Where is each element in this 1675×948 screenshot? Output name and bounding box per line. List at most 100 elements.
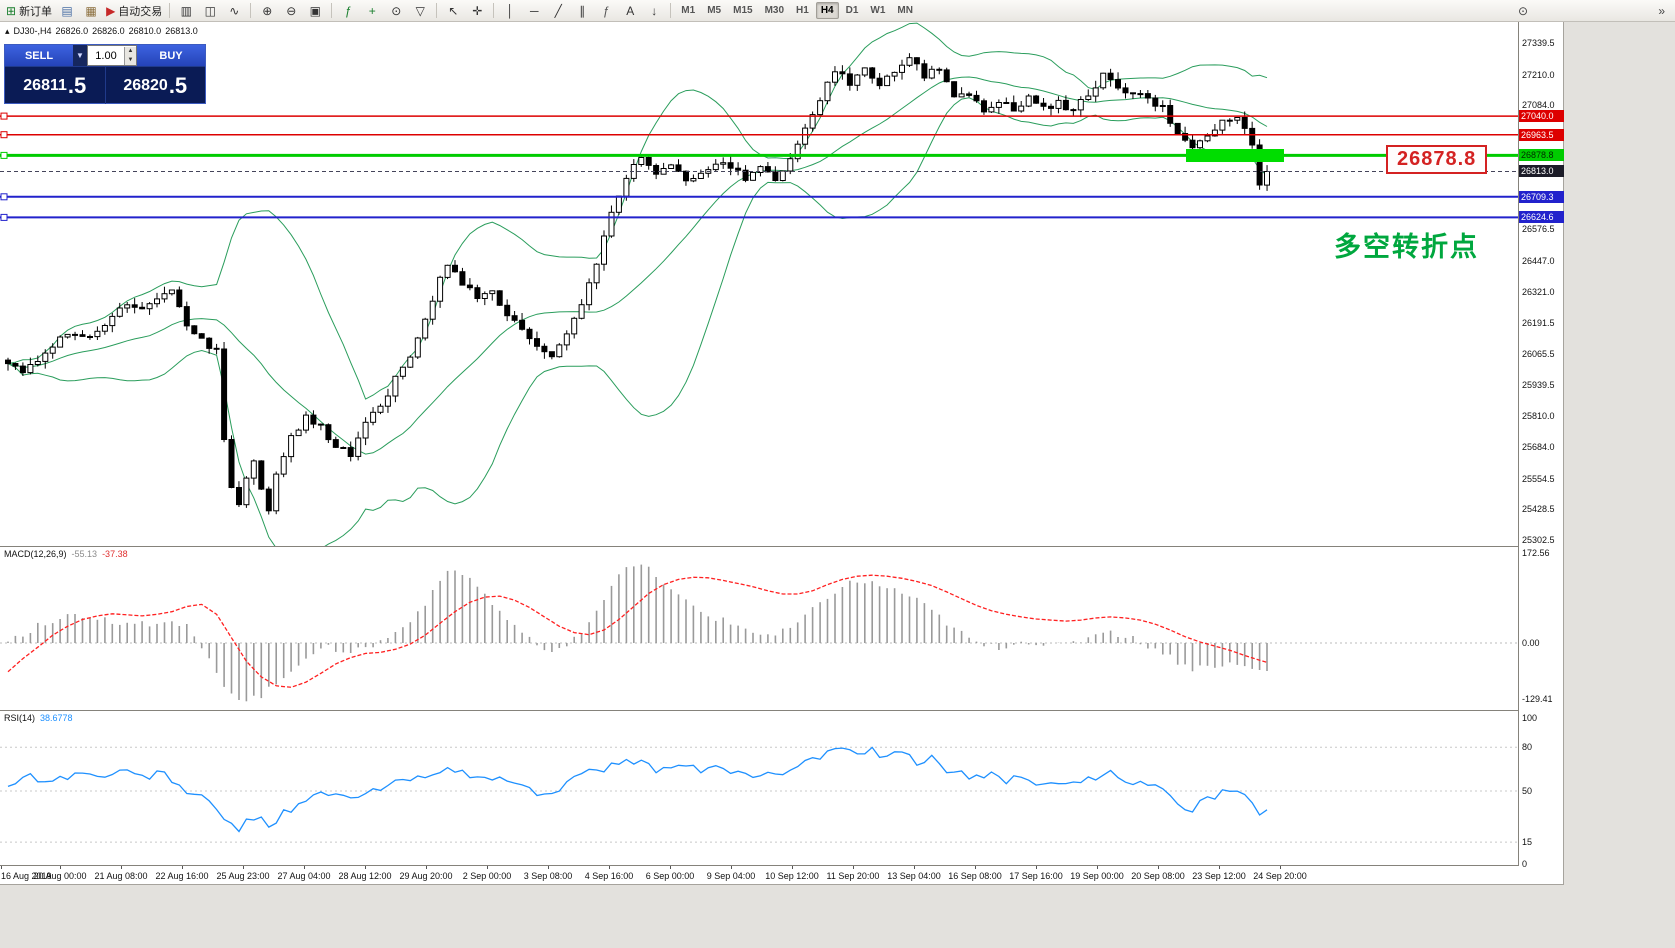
price-scale-label: 26576.5	[1522, 224, 1555, 235]
price-scale-label: 27339.5	[1522, 38, 1555, 48]
main-chart-canvas[interactable]	[0, 22, 1518, 546]
highlight-rectangle[interactable]	[1186, 149, 1284, 162]
time-axis[interactable]: 16 Aug 2019 20 Aug 00:00 21 Aug 08:00 22 Au…	[0, 866, 1518, 884]
candlestick-chart-button[interactable]: ◫	[199, 2, 221, 20]
horizontal-line-icon: ─	[530, 3, 539, 18]
arrow-tools-button[interactable]: ↓	[643, 2, 665, 20]
main-chart-panel[interactable]: ▴ DJ30-,H4 26826.0 26826.0 26810.0 26813.0 SE…	[0, 22, 1518, 546]
panel-separator[interactable]	[0, 710, 1563, 711]
bar-chart-button[interactable]: ▥	[175, 2, 197, 20]
tile-windows-button[interactable]: ▣	[304, 2, 326, 20]
price-tag: 27040.0	[1519, 110, 1564, 123]
time-label: 9 Sep 04:00	[706, 871, 756, 881]
chart-shift-icon: »	[1658, 4, 1665, 18]
rsi-label: RSI(14) 38.6778	[4, 713, 78, 723]
buy-button[interactable]: BUY	[137, 45, 205, 66]
stepper-up-icon[interactable]: ▲	[125, 46, 136, 56]
crosshair-icon: ✛	[472, 3, 483, 18]
add-indicator-button[interactable]: +	[361, 2, 383, 20]
chart-profiles-button[interactable]: ▤	[56, 2, 78, 20]
rsi-scale-label: 100	[1522, 713, 1538, 723]
panel-separator[interactable]	[0, 546, 1563, 547]
time-tick	[975, 866, 976, 869]
time-label: 17 Sep 16:00	[1009, 871, 1063, 881]
rsi-scale-label: 50	[1522, 786, 1533, 796]
crosshair-button[interactable]: ✛	[466, 2, 488, 20]
timeframe-d1-button[interactable]: D1	[845, 5, 859, 16]
vertical-line-icon: │	[506, 3, 515, 18]
annotation-note[interactable]: 多空转折点	[1334, 232, 1479, 262]
rsi-panel[interactable]: RSI(14) 38.6778	[0, 711, 1518, 865]
price-scale-label: 27084.0	[1522, 100, 1555, 111]
price-scale-label: 25428.5	[1522, 504, 1555, 515]
price-scale-label: 25684.0	[1522, 441, 1555, 452]
volume-dropdown-button[interactable]: ▼	[73, 45, 87, 66]
pin-button[interactable]: ⊙	[1518, 2, 1528, 20]
chart-shift-button[interactable]: »	[1658, 2, 1665, 20]
buy-price[interactable]: 26820.5	[123, 72, 188, 98]
timeframe-m30-button[interactable]: M30	[764, 5, 785, 16]
cursor-button[interactable]: ↖	[442, 2, 464, 20]
toolbar-separator	[331, 3, 333, 18]
price-scale-label: 27210.0	[1522, 69, 1555, 80]
macd-scale-label: 172.56	[1522, 547, 1550, 558]
time-label: 22 Aug 16:00	[155, 871, 209, 881]
chart-window: ▴ DJ30-,H4 26826.0 26826.0 26810.0 26813.0 SE…	[0, 22, 1564, 885]
stepper-down-icon[interactable]: ▼	[125, 55, 136, 65]
periods-button[interactable]: ⊙	[385, 2, 407, 20]
zoom-out-icon: ⊖	[286, 3, 297, 18]
panel-separator	[0, 865, 1563, 866]
trendline-button[interactable]: ╱	[547, 2, 569, 20]
cursor-icon: ↖	[448, 3, 459, 18]
sell-price[interactable]: 26811.5	[5, 67, 106, 104]
arrow-tools-icon: ↓	[651, 3, 658, 18]
timeframe-m1-button[interactable]: M1	[681, 5, 696, 16]
time-tick	[853, 866, 854, 869]
macd-signal-line	[7, 574, 1268, 688]
sell-button[interactable]: SELL	[5, 45, 73, 66]
timeframe-m5-button[interactable]: M5	[707, 5, 722, 16]
timeframe-w1-button[interactable]: W1	[870, 5, 886, 16]
horizontal-line-button[interactable]: ─	[523, 2, 545, 20]
timeframe-m15-button[interactable]: M15	[733, 5, 753, 16]
price-scale[interactable]: 27339.5 27210.0 27084.0 26576.5 26447.0 26321…	[1518, 22, 1564, 869]
line-chart-button[interactable]: ∿	[223, 2, 245, 20]
indicators-list-button[interactable]: ƒ	[337, 2, 359, 20]
periods-icon: ⊙	[391, 3, 402, 18]
price-tag: 26963.5	[1519, 128, 1564, 141]
time-tick	[1036, 866, 1037, 869]
macd-panel[interactable]: MACD(12,26,9) -55.13 -37.38	[0, 547, 1518, 710]
time-label: 11 Sep 20:00	[826, 871, 880, 881]
price-callout[interactable]: 26878.8	[1386, 145, 1488, 174]
volume-stepper[interactable]: ▲ ▼	[124, 46, 136, 65]
macd-scale-label: -129.41	[1522, 694, 1553, 704]
zoom-out-button[interactable]: ⊖	[280, 2, 302, 20]
timeframe-mn-button[interactable]: MN	[897, 5, 913, 16]
tile-windows-icon: ▣	[309, 3, 321, 18]
trendline-icon: ╱	[554, 3, 562, 18]
price-tag: 26624.6	[1519, 211, 1564, 224]
zoom-in-button[interactable]: ⊕	[256, 2, 278, 20]
price-scale-label: 25554.5	[1522, 473, 1555, 484]
templates-button[interactable]: ▽	[409, 2, 431, 20]
price-tag: 26709.3	[1519, 190, 1564, 203]
new-order-button[interactable]: ⊞ 新订单	[4, 2, 54, 20]
open-chart-icon: ▦	[85, 3, 97, 18]
auto-trading-label: 自动交易	[118, 5, 163, 18]
vertical-line-button[interactable]: │	[499, 2, 521, 20]
open-chart-button[interactable]: ▦	[80, 2, 102, 20]
timeframe-h4-button[interactable]: H4	[815, 2, 839, 19]
price-scale-label: 25810.0	[1522, 411, 1555, 422]
timeframe-h1-button[interactable]: H1	[796, 5, 809, 16]
symbol-dropdown-icon[interactable]: ▴	[5, 26, 10, 36]
pin-icon: ⊙	[1518, 4, 1529, 18]
toolbar-separator	[493, 3, 495, 18]
fibonacci-button[interactable]: ƒ	[595, 2, 617, 20]
volume-field[interactable]: 1.00 ▲ ▼	[87, 45, 137, 66]
time-label: 19 Sep 00:00	[1070, 871, 1124, 881]
candles-layer	[5, 53, 1270, 515]
text-label-button[interactable]: A	[619, 2, 641, 20]
auto-trading-button[interactable]: ▶ 自动交易	[104, 2, 164, 20]
equidistant-channel-button[interactable]: ∥	[571, 2, 593, 20]
price-scale-label: 26191.5	[1522, 318, 1555, 329]
